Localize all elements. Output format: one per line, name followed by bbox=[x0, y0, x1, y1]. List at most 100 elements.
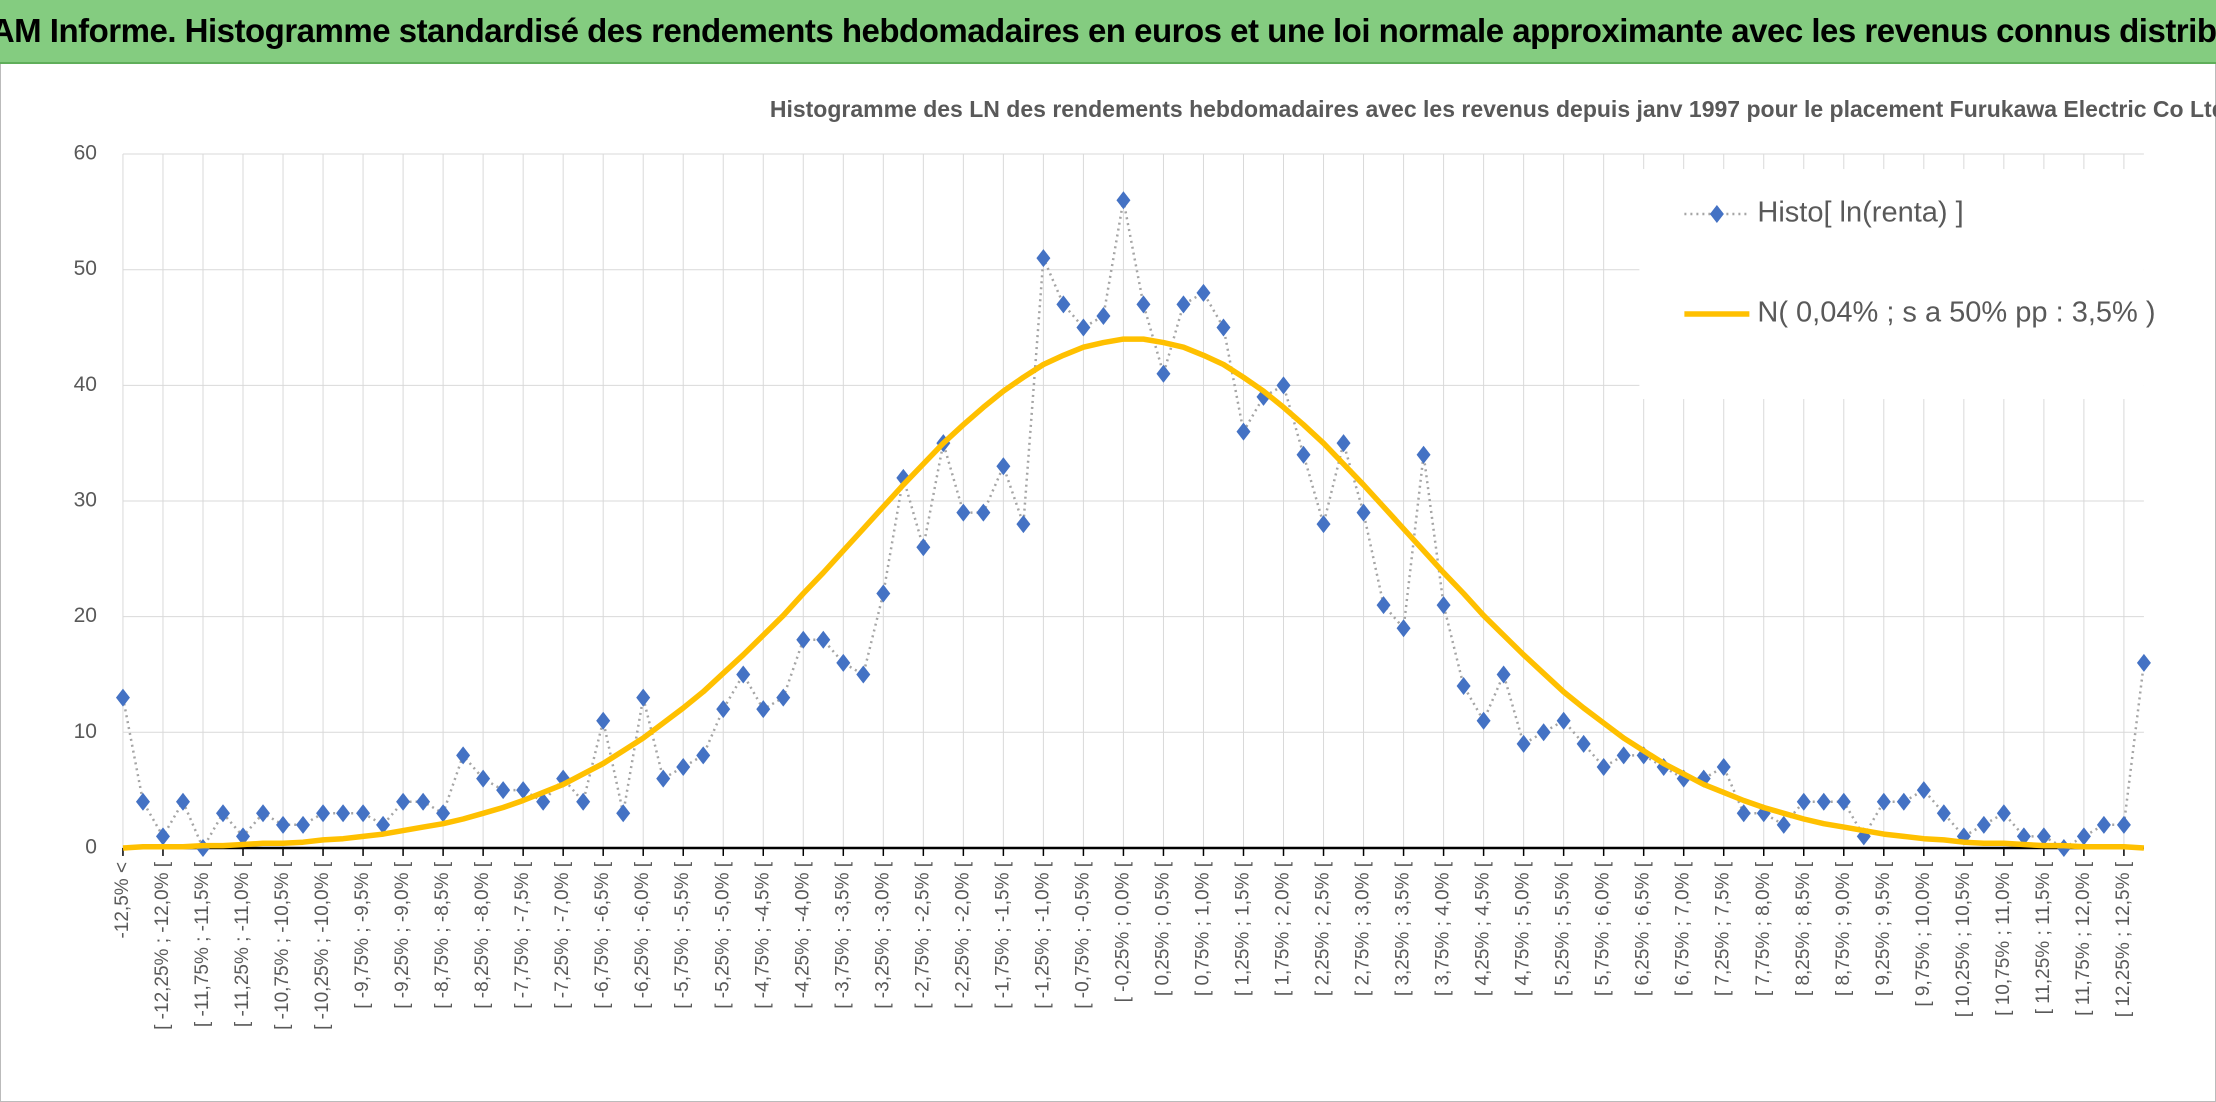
marker bbox=[115, 688, 130, 707]
marker bbox=[2016, 827, 2031, 846]
y-tick-label: 30 bbox=[74, 489, 97, 512]
x-tick-label: [ -5,25% ; -5,0% [ bbox=[712, 861, 733, 1009]
x-tick-label: [ 5,25% ; 5,5% [ bbox=[1553, 861, 1574, 996]
x-tick-label: [ 0,25% ; 0,5% [ bbox=[1152, 861, 1173, 996]
marker bbox=[236, 827, 251, 846]
x-tick-label: [ 4,25% ; 4,5% [ bbox=[1473, 861, 1494, 996]
marker bbox=[1516, 734, 1531, 753]
marker bbox=[976, 503, 991, 522]
marker bbox=[816, 630, 831, 649]
x-tick-label: [ 9,25% ; 9,5% [ bbox=[1873, 861, 1894, 996]
x-tick-label: [ 11,75% ; 12,0% [ bbox=[2073, 861, 2094, 1016]
y-tick-label: 10 bbox=[74, 720, 97, 743]
marker bbox=[1436, 596, 1451, 615]
marker bbox=[1476, 711, 1491, 730]
marker bbox=[1236, 422, 1251, 441]
x-tick-label: [ -1,25% ; -1,0% [ bbox=[1032, 861, 1053, 1009]
y-tick-label: 20 bbox=[74, 604, 97, 627]
marker bbox=[316, 804, 331, 823]
marker bbox=[1356, 503, 1371, 522]
x-tick-label: [ -9,75% ; -9,5% [ bbox=[352, 861, 373, 1009]
marker bbox=[1276, 376, 1291, 395]
marker bbox=[416, 792, 431, 811]
x-tick-label: [ -4,25% ; -4,0% [ bbox=[792, 861, 813, 1009]
x-tick-label: [ -9,25% ; -9,0% [ bbox=[392, 861, 413, 1009]
x-tick-label: [ -6,25% ; -6,0% [ bbox=[632, 861, 653, 1009]
marker bbox=[1376, 596, 1391, 615]
x-tick-label: [ -6,75% ; -6,5% [ bbox=[592, 861, 613, 1009]
marker bbox=[135, 792, 150, 811]
marker bbox=[1316, 515, 1331, 534]
x-tick-label: [ 8,75% ; 9,0% [ bbox=[1833, 861, 1854, 996]
marker bbox=[656, 769, 671, 788]
marker bbox=[856, 665, 871, 684]
marker bbox=[336, 804, 351, 823]
marker bbox=[1116, 191, 1131, 210]
marker bbox=[1096, 306, 1111, 325]
marker bbox=[876, 584, 891, 603]
chart-title: Histogramme des LN des rendements hebdom… bbox=[770, 96, 2216, 122]
marker bbox=[1836, 792, 1851, 811]
marker bbox=[636, 688, 651, 707]
x-tick-label: [ 3,75% ; 4,0% [ bbox=[1433, 861, 1454, 996]
marker bbox=[1876, 792, 1891, 811]
x-tick-label: [ 7,75% ; 8,0% [ bbox=[1753, 861, 1774, 996]
marker bbox=[1616, 746, 1631, 765]
marker bbox=[2136, 653, 2151, 672]
x-tick-label: [ 1,25% ; 1,5% [ bbox=[1233, 861, 1254, 996]
marker bbox=[1816, 792, 1831, 811]
marker bbox=[1136, 295, 1151, 314]
x-tick-label: [ -11,75% ; -11,5% [ bbox=[192, 861, 213, 1027]
marker bbox=[376, 815, 391, 834]
marker bbox=[1976, 815, 1991, 834]
x-tick-label: [ -11,25% ; -11,0% [ bbox=[232, 861, 253, 1027]
marker bbox=[1936, 804, 1951, 823]
x-tick-label: [ 5,75% ; 6,0% [ bbox=[1593, 861, 1614, 996]
marker bbox=[1916, 781, 1931, 800]
marker bbox=[776, 688, 791, 707]
marker bbox=[2076, 827, 2091, 846]
marker bbox=[1036, 249, 1051, 268]
x-tick-label: [ 12,25% ; 12,5% [ bbox=[2113, 861, 2134, 1017]
page-title: ADAM Informe. Histogramme standardisé de… bbox=[0, 12, 2216, 49]
x-tick-label: [ 8,25% ; 8,5% [ bbox=[1793, 861, 1814, 996]
marker bbox=[155, 827, 170, 846]
marker bbox=[1576, 734, 1591, 753]
x-tick-label: [ -8,25% ; -8,0% [ bbox=[472, 861, 493, 1009]
x-tick-label: [ -5,75% ; -5,5% [ bbox=[672, 861, 693, 1009]
marker bbox=[2116, 815, 2131, 834]
x-tick-label: [ -7,25% ; -7,0% [ bbox=[552, 861, 573, 1009]
chart: Histogramme des LN des rendements hebdom… bbox=[74, 96, 2216, 1030]
legend-label: Histo[ ln(renta) ] bbox=[1757, 197, 1963, 229]
marker bbox=[175, 792, 190, 811]
x-tick-label: [ -2,25% ; -2,0% [ bbox=[952, 861, 973, 1009]
marker bbox=[836, 653, 851, 672]
marker bbox=[1176, 295, 1191, 314]
marker bbox=[2096, 815, 2111, 834]
marker bbox=[396, 792, 411, 811]
marker bbox=[216, 804, 231, 823]
x-tick-label: [ 7,25% ; 7,5% [ bbox=[1713, 861, 1734, 996]
marker bbox=[1076, 318, 1091, 337]
marker bbox=[1716, 758, 1731, 777]
y-tick-label: 0 bbox=[85, 836, 97, 859]
marker bbox=[1396, 619, 1411, 638]
marker bbox=[956, 503, 971, 522]
y-tick-label: 60 bbox=[74, 142, 97, 165]
marker bbox=[916, 538, 931, 557]
marker bbox=[1456, 677, 1471, 696]
marker bbox=[516, 781, 531, 800]
marker bbox=[296, 815, 311, 834]
x-tick-label: [ -7,75% ; -7,5% [ bbox=[512, 861, 533, 1009]
x-tick-label: [ 10,25% ; 10,5% [ bbox=[1953, 861, 1974, 1017]
x-tick-label: [ -10,75% ; -10,5% [ bbox=[272, 861, 293, 1030]
x-tick-label: [ -3,75% ; -3,5% [ bbox=[832, 861, 853, 1009]
marker bbox=[716, 700, 731, 719]
marker bbox=[796, 630, 811, 649]
marker bbox=[536, 792, 551, 811]
marker bbox=[1896, 792, 1911, 811]
marker bbox=[256, 804, 271, 823]
marker bbox=[736, 665, 751, 684]
x-tick-label: [ 0,75% ; 1,0% [ bbox=[1192, 861, 1213, 996]
